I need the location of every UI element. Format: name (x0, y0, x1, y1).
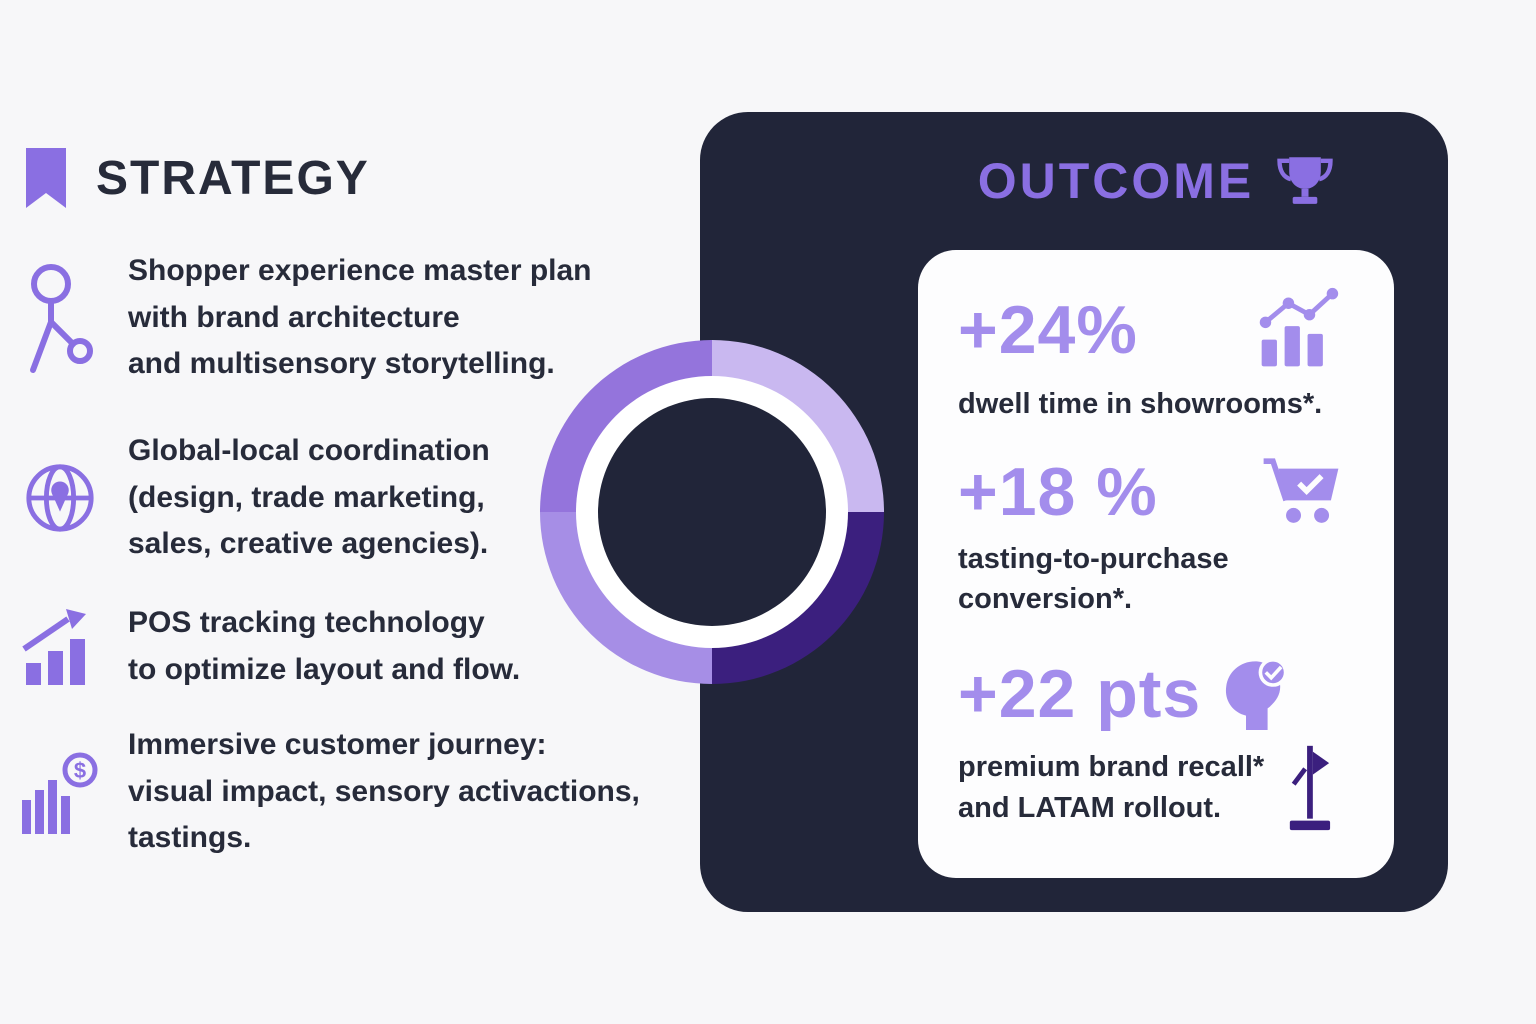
donut-ring (540, 340, 884, 684)
trophy-icon (1276, 153, 1334, 209)
strategy-item-text: Shopper experience master plan with bran… (128, 254, 592, 380)
bar-line-chart-icon (1252, 286, 1344, 374)
strategy-item-text: Global-local coordination (design, trade… (128, 434, 490, 560)
outcome-panel: OUTCOME +24% (700, 112, 1448, 912)
strategy-header: STRATEGY (24, 146, 370, 210)
svg-text:$: $ (74, 758, 86, 783)
strategy-item: Shopper experience master plan with bran… (14, 248, 674, 388)
bars-dollar-icon: $ (14, 748, 106, 836)
cart-check-icon (1258, 455, 1344, 529)
strategy-item-text: POS tracking technology to optimize layo… (128, 606, 521, 686)
head-check-icon (1219, 656, 1291, 732)
donut-center (598, 398, 826, 626)
shopper-plan-icon (14, 258, 106, 378)
growth-bars-icon (14, 607, 106, 687)
strategy-item-text: Immersive customer journey: visual impac… (128, 728, 640, 854)
strategy-item: POS tracking technology to optimize layo… (14, 600, 674, 693)
bookmark-icon (24, 146, 68, 210)
stat-block: +24% (958, 286, 1354, 374)
outcome-title: OUTCOME (977, 153, 1255, 209)
strategy-title: STRATEGY (96, 151, 370, 205)
stat-caption-row: premium brand recall* and LATAM rollout. (958, 742, 1354, 834)
outcome-card: +24% dwell time in showrooms*. (918, 250, 1394, 878)
stat-block: +18 % (958, 455, 1354, 529)
outcome-header: OUTCOME (918, 152, 1394, 210)
goal-flag-icon (1284, 742, 1334, 834)
globe-pin-icon (14, 461, 106, 535)
stat-caption: tasting-to-purchase conversion*. (958, 542, 1229, 616)
stat-value: +24% (958, 292, 1138, 368)
stat-caption: dwell time in showrooms*. (958, 388, 1323, 420)
stat-caption: premium brand recall* and LATAM rollout. (958, 751, 1265, 824)
stat-value: +22 pts (958, 655, 1202, 732)
stat-block: +22 pts (958, 656, 1354, 732)
strategy-item: $ Immersive customer journey: visual imp… (14, 722, 674, 862)
strategy-item: Global-local coordination (design, trade… (14, 428, 674, 568)
stat-value: +18 % (958, 453, 1158, 530)
